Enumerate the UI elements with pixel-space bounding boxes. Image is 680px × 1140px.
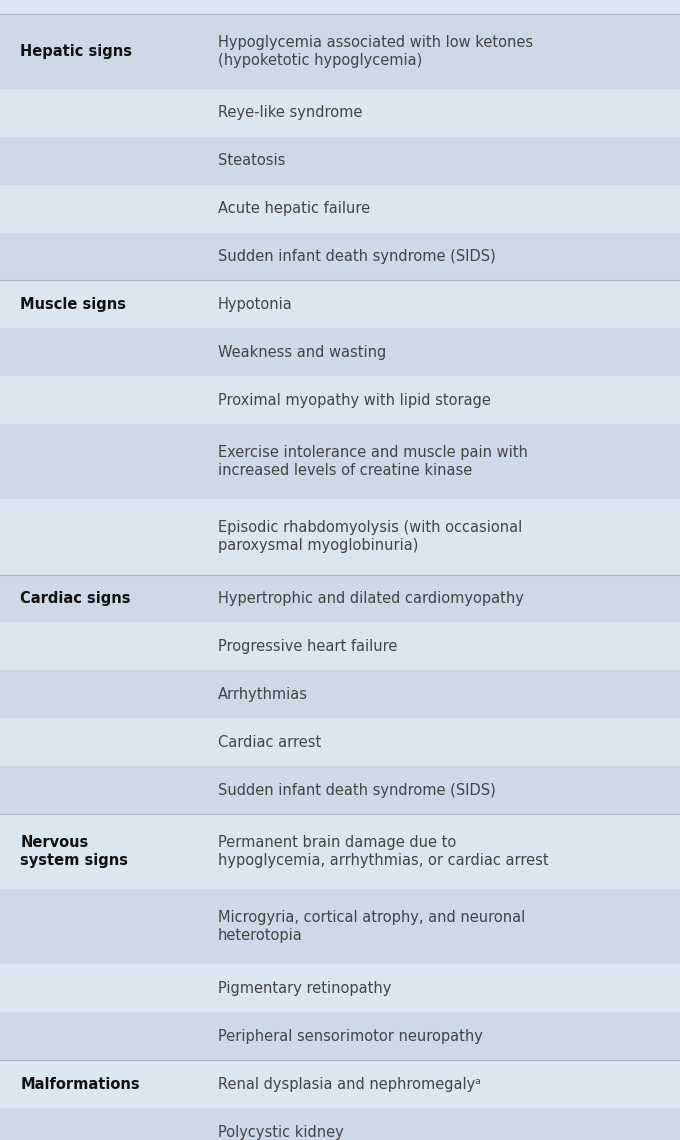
Text: Hepatic signs: Hepatic signs [20, 43, 133, 59]
Bar [0, 376, 680, 424]
Bar [0, 766, 680, 814]
Text: Episodic rhabdomyolysis (with occasional
paroxysmal myoglobinuria): Episodic rhabdomyolysis (with occasional… [218, 521, 522, 553]
Text: Cardiac arrest: Cardiac arrest [218, 734, 321, 750]
Bar [0, 718, 680, 766]
Text: Hypertrophic and dilated cardiomyopathy: Hypertrophic and dilated cardiomyopathy [218, 591, 524, 606]
Text: Polycystic kidney: Polycystic kidney [218, 1124, 343, 1140]
Bar [0, 1012, 680, 1060]
Text: Steatosis: Steatosis [218, 153, 285, 169]
Text: Exercise intolerance and muscle pain with
increased levels of creatine kinase: Exercise intolerance and muscle pain wit… [218, 446, 528, 478]
Text: Renal dysplasia and nephromegalyᵃ: Renal dysplasia and nephromegalyᵃ [218, 1076, 481, 1092]
Bar [0, 622, 680, 670]
Bar [0, 1108, 680, 1140]
Text: Peripheral sensorimotor neuropathy: Peripheral sensorimotor neuropathy [218, 1028, 483, 1044]
Bar [0, 1060, 680, 1108]
Text: Proximal myopathy with lipid storage: Proximal myopathy with lipid storage [218, 392, 490, 408]
Bar [0, 670, 680, 718]
Bar [0, 814, 680, 889]
Bar [0, 14, 680, 89]
Bar [0, 185, 680, 233]
Text: Hypotonia: Hypotonia [218, 296, 292, 312]
Text: Arrhythmias: Arrhythmias [218, 686, 307, 702]
Text: Nervous
system signs: Nervous system signs [20, 836, 129, 868]
Bar [0, 137, 680, 185]
Bar [0, 499, 680, 575]
Bar [0, 575, 680, 622]
Text: Cardiac signs: Cardiac signs [20, 591, 131, 606]
Text: Weakness and wasting: Weakness and wasting [218, 344, 386, 360]
Text: Pigmentary retinopathy: Pigmentary retinopathy [218, 980, 391, 996]
Bar [0, 964, 680, 1012]
Bar [0, 889, 680, 964]
Bar [0, 233, 680, 280]
Text: Muscle signs: Muscle signs [20, 296, 126, 312]
Text: Sudden infant death syndrome (SIDS): Sudden infant death syndrome (SIDS) [218, 249, 495, 264]
Bar [0, 424, 680, 499]
Text: Reye-like syndrome: Reye-like syndrome [218, 105, 362, 121]
Text: Hypoglycemia associated with low ketones
(hypoketotic hypoglycemia): Hypoglycemia associated with low ketones… [218, 35, 532, 67]
Bar [0, 280, 680, 328]
Bar [0, 89, 680, 137]
Text: Acute hepatic failure: Acute hepatic failure [218, 201, 370, 217]
Bar [0, 328, 680, 376]
Text: Sudden infant death syndrome (SIDS): Sudden infant death syndrome (SIDS) [218, 782, 495, 798]
Text: Permanent brain damage due to
hypoglycemia, arrhythmias, or cardiac arrest: Permanent brain damage due to hypoglycem… [218, 836, 548, 868]
Text: Progressive heart failure: Progressive heart failure [218, 638, 397, 654]
Text: Malformations: Malformations [20, 1076, 140, 1092]
Text: Microgyria, cortical atrophy, and neuronal
heterotopia: Microgyria, cortical atrophy, and neuron… [218, 911, 525, 943]
